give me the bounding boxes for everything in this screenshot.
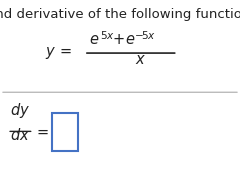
Text: $y\,=$: $y\,=$ — [45, 45, 72, 61]
Text: $e$: $e$ — [125, 33, 135, 47]
Text: $dx$: $dx$ — [10, 127, 30, 143]
Text: $-\!5x$: $-\!5x$ — [134, 29, 156, 41]
Text: $e$: $e$ — [89, 33, 99, 47]
Text: $5x$: $5x$ — [100, 29, 114, 41]
Text: $+$: $+$ — [112, 33, 124, 47]
FancyBboxPatch shape — [52, 113, 78, 151]
Text: $x$: $x$ — [135, 53, 146, 67]
Text: $=$: $=$ — [34, 124, 50, 138]
Text: Find derivative of the following function.: Find derivative of the following functio… — [0, 8, 240, 21]
Text: $dy$: $dy$ — [10, 101, 30, 120]
